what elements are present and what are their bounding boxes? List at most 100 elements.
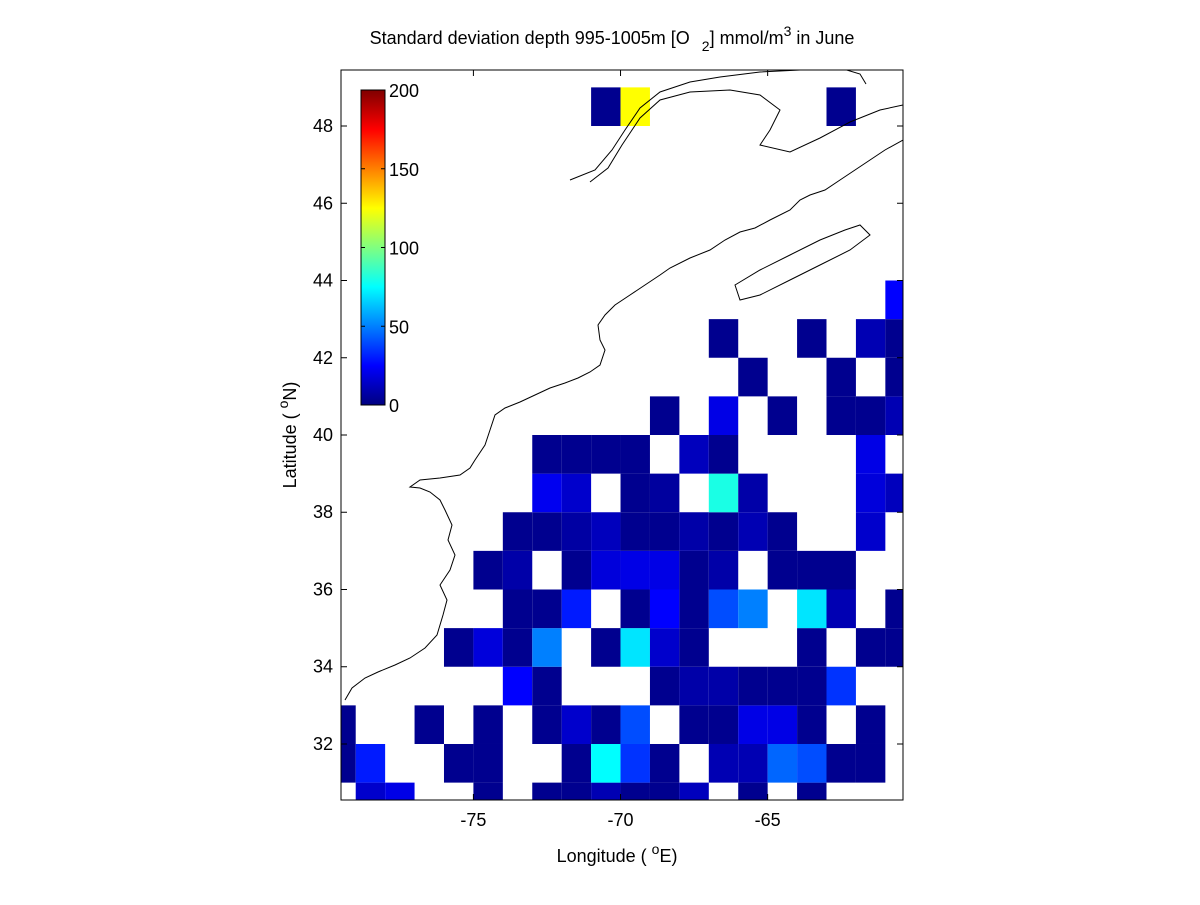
title-superscript: 3 [784, 23, 792, 39]
heatmap-cell [561, 550, 592, 590]
heatmap-cell [591, 705, 621, 744]
x-tick-label: -65 [755, 810, 781, 830]
heatmap-cell [649, 396, 680, 435]
colorbar-tick-label: 100 [389, 239, 419, 259]
heatmap-cell [532, 705, 562, 744]
heatmap-cell [885, 319, 903, 358]
heatmap-cell [708, 743, 739, 783]
heatmap-cell [708, 589, 739, 629]
heatmap-cell [679, 435, 709, 474]
y-tick-label: 44 [313, 271, 333, 291]
heatmap-cell [679, 589, 709, 629]
heatmap-cell [738, 782, 768, 800]
heatmap-cell [767, 512, 798, 551]
heatmap-cell [561, 705, 592, 744]
heatmap-cell [797, 589, 827, 629]
colorbar-tick-label: 200 [389, 81, 419, 101]
label-text: Latitude ( [280, 408, 300, 488]
heatmap-cell [708, 473, 739, 513]
heatmap-cell [532, 512, 562, 551]
heatmap-cell [649, 743, 680, 783]
heatmap-cell [797, 319, 827, 358]
y-tick-label: 34 [313, 657, 333, 677]
heatmap-cell [532, 628, 562, 667]
heatmap-cell [502, 666, 533, 706]
heatmap-cell [591, 628, 621, 667]
y-axis-label: Latitude ( oN) [275, 382, 300, 489]
heatmap-cell [679, 782, 709, 800]
heatmap-cell [649, 512, 680, 551]
title-text: in June [791, 28, 854, 48]
heatmap-cell [797, 628, 827, 667]
heatmap-cell [738, 743, 768, 783]
heatmap-cell [649, 628, 680, 667]
heatmap-cell [797, 782, 827, 800]
label-superscript: o [275, 400, 291, 408]
heatmap-cell [473, 705, 503, 744]
heatmap-cell [855, 705, 886, 744]
heatmap-cell [885, 589, 903, 629]
heatmap-cell [738, 473, 768, 513]
heatmap-cell [473, 743, 503, 783]
heatmap-cell [502, 512, 533, 551]
heatmap-cell [855, 473, 886, 513]
heatmap-cell [414, 705, 444, 744]
heatmap-cell [708, 435, 739, 474]
colorbar-tick-label: 50 [389, 317, 409, 337]
heatmap-cell [855, 512, 886, 551]
heatmap-cell [738, 357, 768, 397]
heatmap-cell [797, 666, 827, 706]
heatmap-cell [826, 589, 856, 629]
heatmap-cell [767, 550, 798, 590]
heatmap-cell [620, 705, 650, 744]
heatmap-cell [708, 512, 739, 551]
heatmap-cell [679, 628, 709, 667]
heatmap-cell [679, 512, 709, 551]
heatmap-cell [767, 396, 798, 435]
heatmap-cell [708, 319, 739, 358]
heatmap-cell [620, 473, 650, 513]
label-text: Longitude ( [557, 846, 652, 866]
heatmap-cell [649, 589, 680, 629]
heatmap-cell [532, 473, 562, 513]
heatmap-cells [341, 87, 903, 800]
chart-title: Standard deviation depth 995-1005m [O 2] … [370, 23, 855, 54]
title-text: ] mmol/m [710, 28, 784, 48]
heatmap-cell [385, 782, 415, 800]
heatmap-cell [591, 743, 621, 783]
heatmap-cell [855, 743, 886, 783]
heatmap-cell [738, 512, 768, 551]
heatmap-cell [532, 589, 562, 629]
heatmap-cell [561, 512, 592, 551]
heatmap-cell [855, 435, 886, 474]
heatmap-cell [826, 666, 856, 706]
heatmap-cell [708, 396, 739, 435]
heatmap-cell [443, 628, 474, 667]
heatmap-cell [502, 589, 533, 629]
y-tick-label: 36 [313, 579, 333, 599]
label-text: N) [280, 382, 300, 401]
heatmap-cell [649, 550, 680, 590]
title-subscript: 2 [702, 38, 710, 54]
heatmap-cell [620, 628, 650, 667]
heatmap-cell [826, 396, 856, 435]
heatmap-cell [620, 589, 650, 629]
heatmap-cell [620, 87, 650, 127]
y-tick-label: 46 [313, 193, 333, 213]
heatmap-cell [826, 357, 856, 397]
heatmap-cell [797, 705, 827, 744]
heatmap-cell [826, 550, 856, 590]
heatmap-cell [885, 396, 903, 435]
y-tick-label: 32 [313, 734, 333, 754]
heatmap-cell [473, 628, 503, 667]
heatmap-cell [649, 473, 680, 513]
heatmap-cell [826, 743, 856, 783]
heatmap-cell [649, 666, 680, 706]
y-tick-label: 40 [313, 425, 333, 445]
heatmap-cell [679, 550, 709, 590]
heatmap-cell [679, 705, 709, 744]
heatmap-cell [502, 628, 533, 667]
heatmap-cell [591, 87, 621, 127]
heatmap-cell [767, 705, 798, 744]
